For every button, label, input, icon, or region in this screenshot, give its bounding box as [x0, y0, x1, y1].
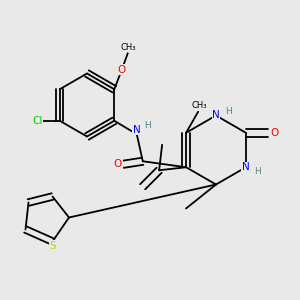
Text: N: N — [133, 125, 141, 135]
Text: O: O — [271, 128, 279, 138]
Text: N: N — [242, 162, 250, 172]
Text: CH₃: CH₃ — [120, 43, 136, 52]
Text: N: N — [212, 110, 220, 121]
Text: S: S — [49, 241, 56, 251]
Text: H: H — [254, 167, 261, 176]
Text: H: H — [225, 106, 231, 116]
Text: O: O — [118, 65, 126, 75]
Text: O: O — [114, 159, 122, 169]
Text: Cl: Cl — [32, 116, 42, 126]
Text: CH₃: CH₃ — [192, 101, 207, 110]
Text: H: H — [144, 121, 151, 130]
